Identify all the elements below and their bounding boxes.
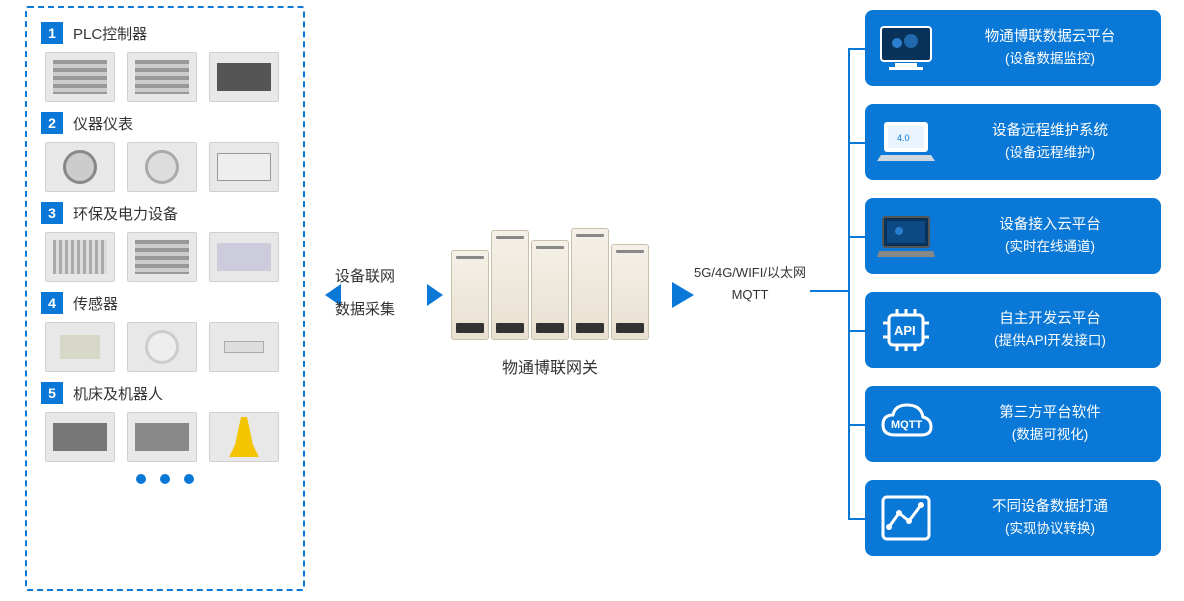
device-thumb-robot-arm xyxy=(209,412,279,462)
gateway-block: 物通博联网关 xyxy=(445,225,655,378)
service-text: 第三方平台软件(数据可视化) xyxy=(949,403,1151,445)
service-subtitle: (实时在线通道) xyxy=(949,237,1151,257)
device-thumb-flow-meter xyxy=(127,142,197,192)
transport-labels: 5G/4G/WIFI/以太网 MQTT xyxy=(690,262,810,306)
pager-dot[interactable] xyxy=(160,474,170,484)
gateway-devices-icon xyxy=(445,225,655,340)
connector-trunk xyxy=(810,290,850,292)
service-text: 自主开发云平台(提供API开发接口) xyxy=(949,309,1151,351)
service-card: MQTT 第三方平台软件(数据可视化) xyxy=(865,386,1161,462)
service-card: 不同设备数据打通(实现协议转换) xyxy=(865,480,1161,556)
category-head: 3 环保及电力设备 xyxy=(41,202,289,224)
service-card: 物通博联数据云平台(设备数据监控) xyxy=(865,10,1161,86)
center-label-connect: 设备联网 xyxy=(335,260,395,293)
connector-branch xyxy=(848,424,866,426)
center-label-collect: 数据采集 xyxy=(335,293,395,326)
device-thumb-smoke-sensor xyxy=(127,322,197,372)
category-number-badge: 3 xyxy=(41,202,63,224)
device-thumb-power-meter xyxy=(209,142,279,192)
category-2: 2 仪器仪表 xyxy=(41,112,289,192)
service-card: API 自主开发云平台(提供API开发接口) xyxy=(865,292,1161,368)
svg-text:API: API xyxy=(894,323,916,338)
pager-dot[interactable] xyxy=(184,474,194,484)
service-text: 设备远程维护系统(设备远程维护) xyxy=(949,121,1151,163)
service-subtitle: (设备数据监控) xyxy=(949,49,1151,69)
device-thumb-bottling-line xyxy=(127,232,197,282)
service-card: 4.0 设备远程维护系统(设备远程维护) xyxy=(865,104,1161,180)
service-text: 设备接入云平台(实时在线通道) xyxy=(949,215,1151,257)
transport-line2: MQTT xyxy=(690,284,810,306)
convert-chart-icon xyxy=(875,489,937,547)
laptop-maint-icon: 4.0 xyxy=(875,113,937,171)
device-thumb-plc-module xyxy=(127,52,197,102)
category-items xyxy=(41,322,289,372)
category-5: 5 机床及机器人 xyxy=(41,382,289,462)
category-head: 1 PLC控制器 xyxy=(41,22,289,44)
device-thumb-plc-s7 xyxy=(45,52,115,102)
api-chip-icon: API xyxy=(875,301,937,359)
category-items xyxy=(41,412,289,462)
mqtt-cloud-icon: MQTT xyxy=(875,395,937,453)
category-number-badge: 4 xyxy=(41,292,63,314)
category-number-badge: 1 xyxy=(41,22,63,44)
monitor-dashboard-icon xyxy=(875,19,937,77)
svg-text:4.0: 4.0 xyxy=(897,133,910,143)
service-subtitle: (数据可视化) xyxy=(949,425,1151,445)
service-title: 自主开发云平台 xyxy=(949,309,1151,331)
category-title: PLC控制器 xyxy=(73,23,147,44)
service-title: 设备接入云平台 xyxy=(949,215,1151,237)
connector-branch xyxy=(848,142,866,144)
category-3: 3 环保及电力设备 xyxy=(41,202,289,282)
category-1: 1 PLC控制器 xyxy=(41,22,289,102)
category-head: 5 机床及机器人 xyxy=(41,382,289,404)
category-4: 4 传感器 xyxy=(41,292,289,372)
device-thumb-filter-unit xyxy=(45,232,115,282)
category-head: 2 仪器仪表 xyxy=(41,112,289,134)
laptop-cloud-icon xyxy=(875,207,937,265)
device-categories-panel: 1 PLC控制器 2 仪器仪表 3 环保及电力设备 xyxy=(25,6,305,591)
category-items xyxy=(41,52,289,102)
pager-dot[interactable] xyxy=(136,474,146,484)
category-title: 仪器仪表 xyxy=(73,113,133,134)
connector-branch xyxy=(848,48,866,50)
service-title: 设备远程维护系统 xyxy=(949,121,1151,143)
device-thumb-sensor-box xyxy=(45,322,115,372)
device-thumb-cabinet xyxy=(209,232,279,282)
service-card: 设备接入云平台(实时在线通道) xyxy=(865,198,1161,274)
transport-line1: 5G/4G/WIFI/以太网 xyxy=(690,262,810,284)
connector-branch xyxy=(848,236,866,238)
category-head: 4 传感器 xyxy=(41,292,289,314)
service-subtitle: (提供API开发接口) xyxy=(949,331,1151,351)
category-number-badge: 2 xyxy=(41,112,63,134)
category-title: 机床及机器人 xyxy=(73,383,163,404)
device-thumb-magnetic-contact xyxy=(209,322,279,372)
connector-spine xyxy=(848,48,850,518)
category-title: 环保及电力设备 xyxy=(73,203,178,224)
service-text: 不同设备数据打通(实现协议转换) xyxy=(949,497,1151,539)
service-subtitle: (设备远程维护) xyxy=(949,143,1151,163)
category-items xyxy=(41,232,289,282)
category-items xyxy=(41,142,289,192)
service-subtitle: (实现协议转换) xyxy=(949,519,1151,539)
svg-text:MQTT: MQTT xyxy=(891,419,922,431)
device-thumb-camera-meter xyxy=(45,142,115,192)
device-thumb-cnc-large xyxy=(127,412,197,462)
pager xyxy=(41,474,289,484)
service-title: 不同设备数据打通 xyxy=(949,497,1151,519)
connector-branch xyxy=(848,518,866,520)
category-number-badge: 5 xyxy=(41,382,63,404)
service-title: 第三方平台软件 xyxy=(949,403,1151,425)
gateway-label: 物通博联网关 xyxy=(445,354,655,378)
device-thumb-plc-rack xyxy=(209,52,279,102)
arrow-right-icon xyxy=(660,278,694,312)
device-thumb-cnc-small xyxy=(45,412,115,462)
service-title: 物通博联数据云平台 xyxy=(949,27,1151,49)
center-action-labels: 设备联网 数据采集 xyxy=(335,260,395,326)
connector-branch xyxy=(848,330,866,332)
category-title: 传感器 xyxy=(73,293,118,314)
service-text: 物通博联数据云平台(设备数据监控) xyxy=(949,27,1151,69)
